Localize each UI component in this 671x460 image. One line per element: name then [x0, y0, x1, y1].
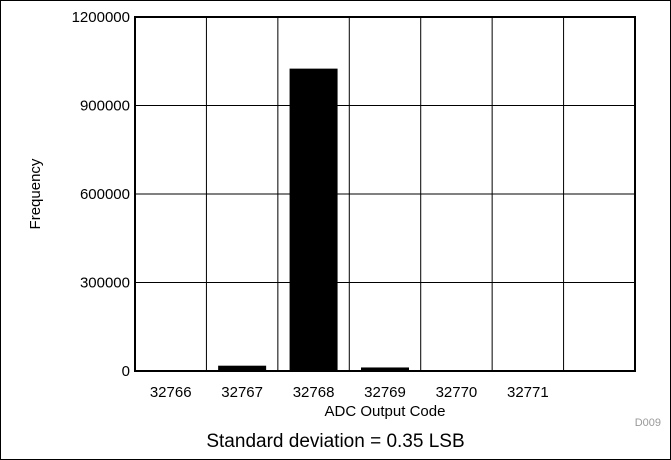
x-tick-labels: 32766 32767 32768 32769 32770 32771 — [150, 384, 549, 401]
y-tick-label: 300000 — [80, 275, 130, 292]
y-axis-label: Frequency — [27, 158, 44, 229]
bar-32769 — [361, 367, 409, 371]
x-tick-label: 32766 — [150, 384, 192, 401]
y-tick-label: 600000 — [80, 186, 130, 203]
x-tick-label: 32769 — [364, 384, 406, 401]
x-tick-label: 32770 — [436, 384, 478, 401]
y-tick-labels: 0 300000 600000 900000 1200000 — [72, 9, 130, 380]
y-tick-label: 900000 — [80, 98, 130, 115]
x-tick-label: 32768 — [293, 384, 335, 401]
y-tick-label: 0 — [122, 363, 130, 380]
figure-id: D009 — [634, 417, 661, 429]
y-tick-label: 1200000 — [72, 9, 130, 26]
x-tick-label: 32767 — [221, 384, 263, 401]
x-tick-label: 32771 — [507, 384, 549, 401]
chart-caption: Standard deviation = 0.35 LSB — [206, 431, 465, 452]
x-axis-label: ADC Output Code — [325, 403, 446, 420]
grid-lines — [135, 17, 635, 371]
plot-area-border — [134, 16, 636, 372]
bars-group — [146, 68, 481, 372]
bar-32767 — [218, 365, 267, 371]
bar-32768 — [289, 68, 338, 371]
